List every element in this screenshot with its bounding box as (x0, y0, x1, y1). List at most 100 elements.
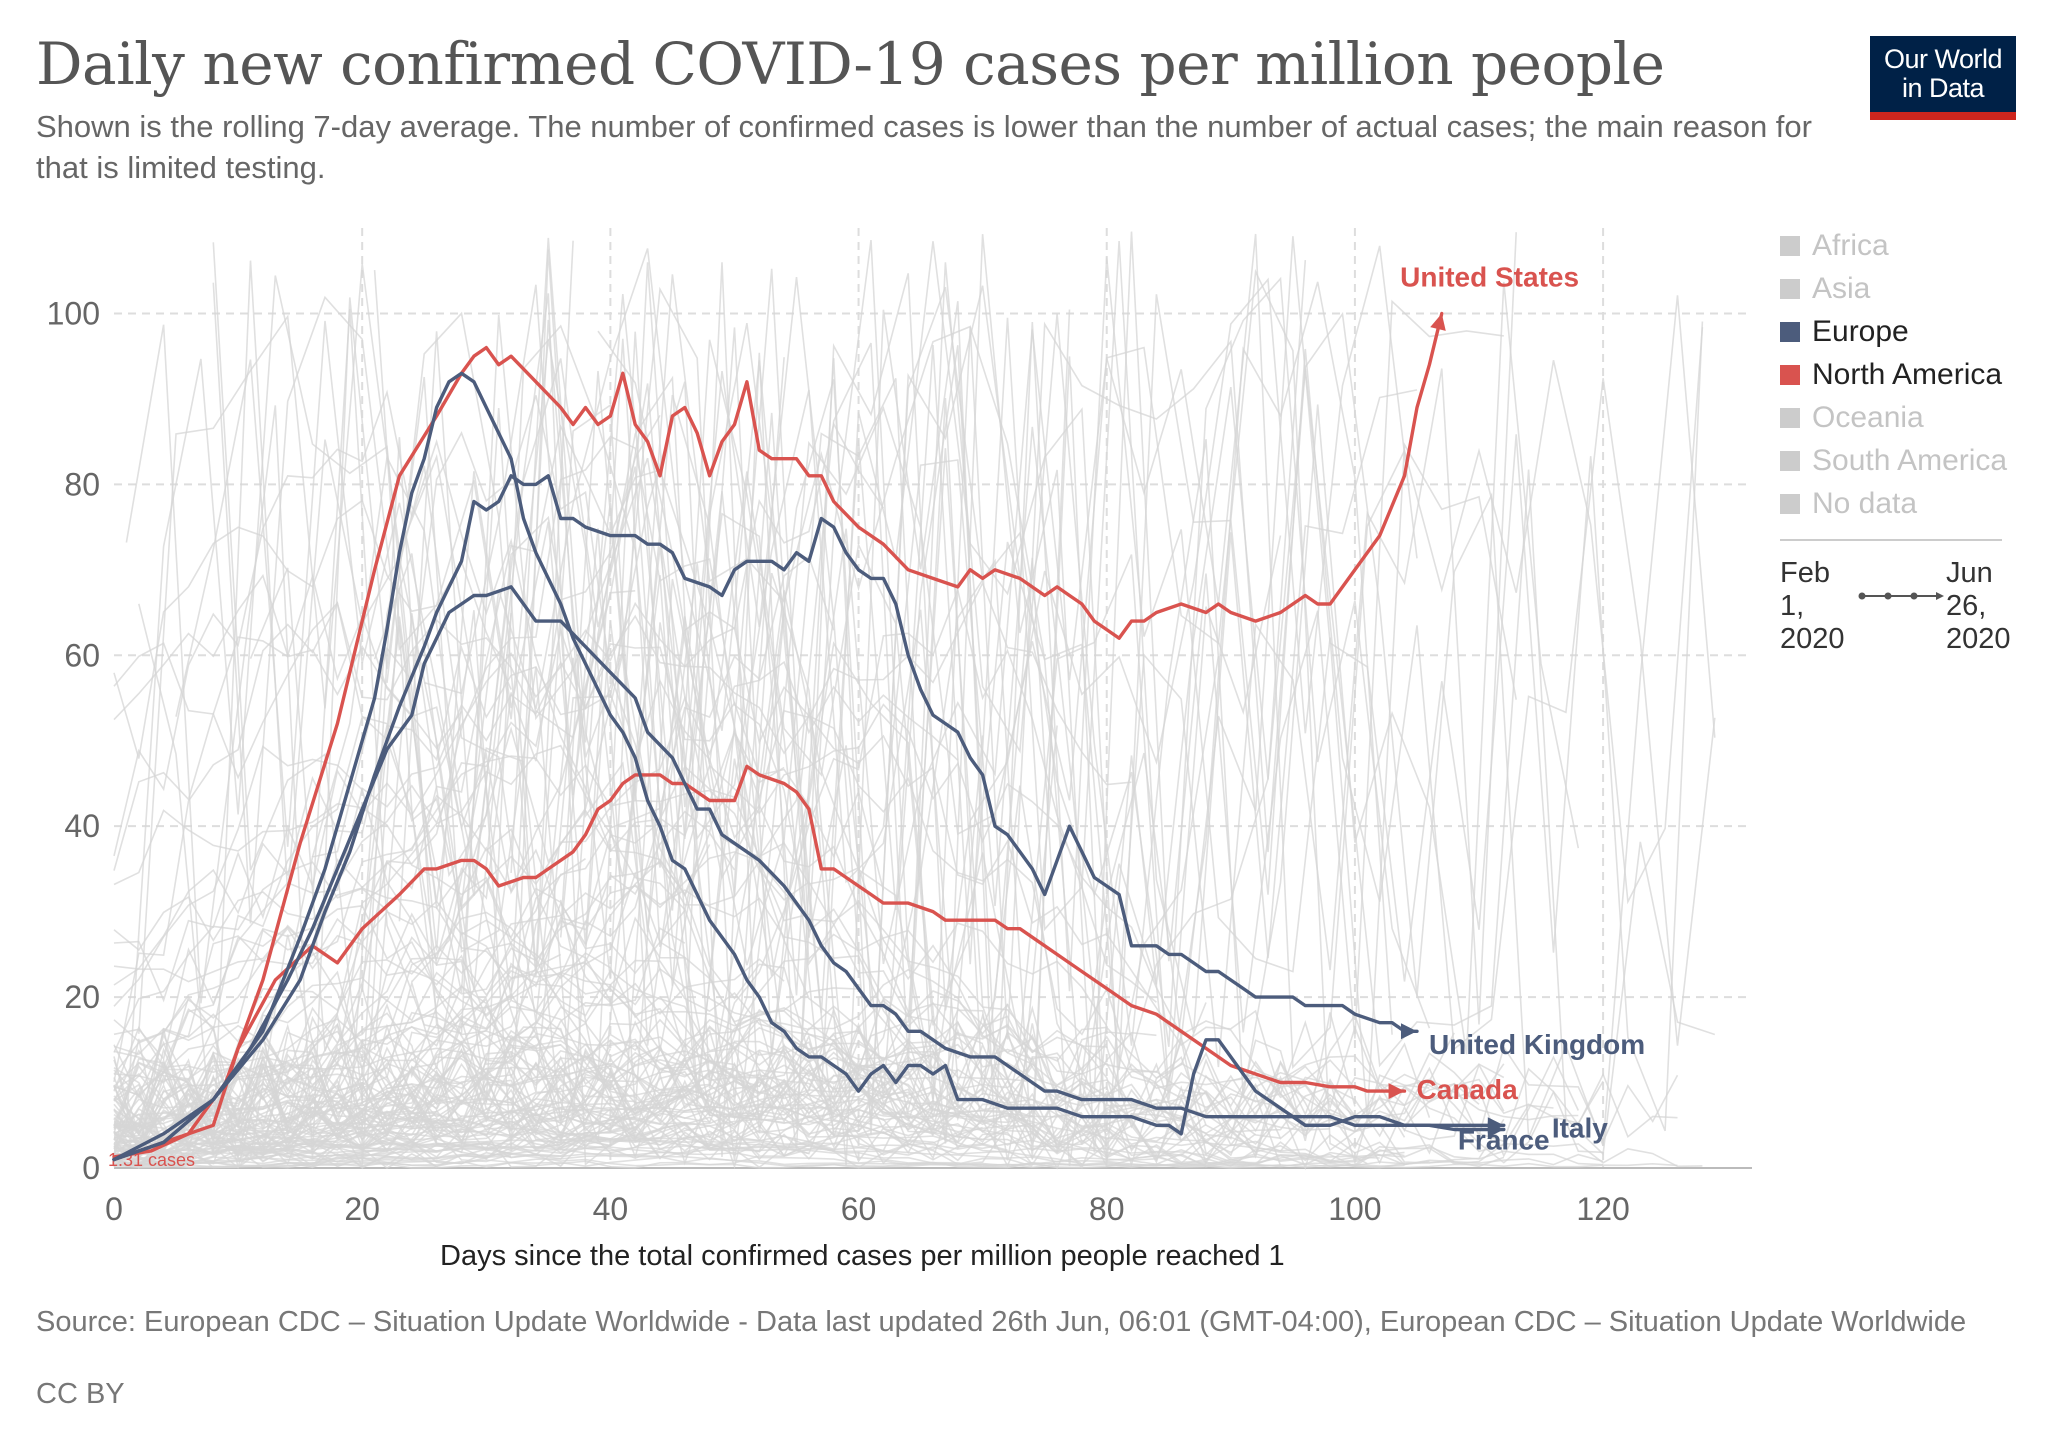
legend-label: Africa (1812, 228, 1889, 262)
series-arrowhead (1487, 1117, 1504, 1134)
background-country-line (113, 414, 661, 1155)
background-country-line (113, 1012, 438, 1160)
chart-title: Daily new confirmed COVID-19 cases per m… (36, 30, 1665, 98)
line-chart: 0 20 40 60 80 100 0 20 40 60 80 100 120 1.31 cases Uni… (47, 228, 1752, 1227)
license-link[interactable]: CC BY (36, 1378, 125, 1410)
background-country-line (113, 1003, 1009, 1134)
series-label: United States (1400, 261, 1579, 292)
series-line-united-states (112, 311, 1444, 1159)
background-country-line (113, 601, 537, 871)
y-tick-label: 80 (64, 466, 100, 502)
background-country-line (113, 1049, 1703, 1168)
background-country-line (559, 260, 1307, 1112)
legend-swatch (1780, 321, 1800, 342)
background-country-line (113, 999, 760, 1169)
series-label: Canada (1417, 1074, 1519, 1105)
x-tick-label: 20 (344, 1191, 380, 1227)
x-tick-label: 80 (1089, 1191, 1125, 1227)
legend-label: Asia (1812, 271, 1871, 305)
legend-item-africa[interactable]: Africa (1780, 224, 2030, 267)
x-tick-label: 40 (593, 1191, 629, 1227)
legend-swatch (1780, 407, 1800, 428)
legend-label: North America (1812, 357, 2003, 391)
background-country-line (113, 1045, 1679, 1149)
legend-item-north-america[interactable]: North America (1780, 353, 2030, 396)
legend-item-no-data[interactable]: No data (1780, 482, 2030, 525)
background-country-line (113, 587, 1157, 1168)
x-tick-label: 100 (1328, 1191, 1381, 1227)
series-line-france (112, 371, 1506, 1162)
y-tick-label: 40 (64, 808, 100, 844)
background-country-line (113, 802, 1306, 1162)
background-country-line (113, 1145, 1678, 1169)
legend-item-south-america[interactable]: South America (1780, 439, 2030, 482)
timeline-dot (1910, 592, 1918, 600)
legend-item-asia[interactable]: Asia (1780, 267, 2030, 310)
legend-item-europe[interactable]: Europe (1780, 310, 2030, 353)
logo-line-1: Our World (1883, 44, 2003, 74)
background-country-line (113, 1007, 934, 1131)
background-country-line (113, 1142, 909, 1167)
chart-subtitle: Shown is the rolling 7-day average. The … (36, 109, 1812, 185)
background-country-line (311, 234, 1393, 1157)
x-tick-label: 120 (1576, 1191, 1629, 1227)
y-tick-label: 0 (82, 1150, 100, 1186)
start-annotation: 1.31 cases (108, 1150, 195, 1170)
background-country-line (113, 660, 1604, 1164)
background-country-line (138, 260, 512, 1153)
background-country-line (113, 911, 1058, 1169)
background-country-line (113, 590, 636, 1156)
owid-logo[interactable]: Our World in Data (1870, 36, 2016, 120)
background-country-line (113, 1090, 388, 1167)
background-country-line (113, 1030, 983, 1136)
legend-item-oceania[interactable]: Oceania (1780, 396, 2030, 439)
logo-line-2: in Data (1901, 73, 1985, 103)
background-series-group (113, 231, 1716, 1171)
background-country-line (113, 1059, 1108, 1169)
legend-label: No data (1812, 486, 1918, 520)
legend-label: Oceania (1812, 400, 1924, 434)
timeline-dot (1884, 592, 1892, 600)
series-line-italy (112, 585, 1506, 1162)
legend-divider (1780, 539, 2002, 541)
background-country-line (113, 861, 561, 1053)
background-country-line (113, 573, 735, 1098)
background-country-line (349, 262, 1021, 1135)
timeline-control[interactable]: Feb 1, 2020 Jun 26, 2020 (1780, 557, 2030, 667)
y-tick-label: 20 (64, 979, 100, 1015)
series-line-united-kingdom (112, 474, 1419, 1162)
timeline-end-label: Jun 26, 2020 (1946, 557, 2011, 655)
legend-swatch (1780, 235, 1800, 256)
background-country-line (113, 1065, 1405, 1169)
background-country-line (113, 957, 785, 1099)
series-label: Italy (1552, 1112, 1608, 1143)
series-arrowhead (1430, 313, 1446, 331)
series-line-canada (112, 764, 1407, 1162)
series-label: United Kingdom (1429, 1029, 1645, 1060)
legend-swatch (1780, 278, 1800, 299)
background-country-line (398, 236, 1704, 1167)
source-note[interactable]: Source: European CDC – Situation Update … (36, 1306, 1967, 1338)
timeline-start-label: Feb 1, 2020 (1780, 557, 1845, 655)
background-country-line (311, 262, 1580, 1097)
background-country-line (113, 1087, 711, 1144)
y-tick-label: 100 (47, 295, 100, 331)
legend-swatch (1780, 364, 1800, 385)
background-country-line (113, 389, 1356, 1168)
legend-label: Europe (1812, 314, 1909, 348)
series-arrowhead (1388, 1083, 1405, 1100)
background-country-line (113, 614, 1182, 1100)
timeline-slider[interactable] (1858, 591, 1946, 601)
background-country-line (113, 1107, 1207, 1167)
x-axis-label: Days since the total confirmed cases per… (440, 1240, 1285, 1272)
background-country-line (113, 636, 463, 750)
legend-swatch (1780, 493, 1800, 514)
background-country-line (373, 270, 1716, 1147)
background-country-line (113, 1023, 1008, 1161)
y-tick-label: 60 (64, 637, 100, 673)
background-country-line (113, 959, 1430, 1166)
series-label: France (1458, 1125, 1550, 1156)
x-tick-label: 0 (105, 1191, 123, 1227)
background-country-line (597, 294, 1716, 1105)
legend-label: South America (1812, 443, 2008, 477)
